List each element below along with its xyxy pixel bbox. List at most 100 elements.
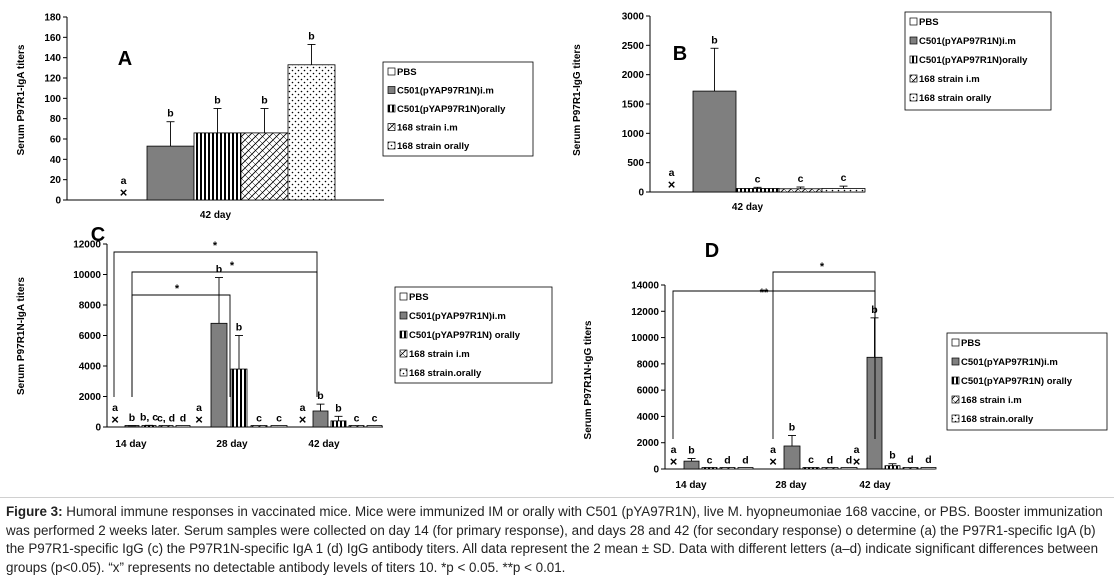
- bar: [175, 425, 191, 428]
- bar: [240, 132, 289, 201]
- bar: [330, 420, 347, 428]
- legend-entry: PBS: [409, 292, 429, 303]
- significance-letter: b, c: [140, 411, 158, 423]
- y-tick-label: 80: [50, 114, 62, 125]
- significance-letter: b: [889, 450, 895, 462]
- bar: [312, 410, 329, 428]
- significance-letter: b: [335, 402, 341, 414]
- significance-letter: c: [808, 454, 814, 466]
- bar: [778, 188, 823, 193]
- y-axis-label: Serum P97R1N-IgA titers: [16, 277, 27, 395]
- legend-entry: 168 strain.orally: [409, 368, 482, 379]
- bar: [366, 425, 383, 428]
- x-category-label: 28 day: [216, 439, 248, 450]
- y-tick-label: 12000: [73, 240, 101, 251]
- legend-entry: 168 strain orally: [397, 141, 470, 152]
- significance-letter: a: [112, 402, 118, 414]
- significance-letter: c: [841, 172, 847, 184]
- panel-label: A: [118, 48, 132, 70]
- y-tick-label: 0: [638, 188, 644, 199]
- significance-letter: c, d: [157, 413, 175, 425]
- legend-swatch: [387, 67, 396, 76]
- bar: [193, 132, 242, 201]
- legend-swatch: [399, 349, 408, 358]
- legend-swatch: [387, 141, 396, 150]
- legend-swatch: [951, 338, 960, 347]
- significance-letter: c: [707, 454, 713, 466]
- significance-letter: b: [789, 421, 795, 433]
- bar: [902, 467, 919, 470]
- significance-letter: d: [925, 454, 931, 466]
- significance-letter: c: [798, 173, 804, 185]
- significance-letter: a: [770, 444, 776, 456]
- figure-3: 0 20 40 60 80 100 120 140 160 180 Serum P97R1-IgA …: [16, 12, 1108, 491]
- bar: [719, 467, 736, 470]
- significance-letter: d: [742, 455, 748, 467]
- legend-entry: C501(pYAP97R1N)orally: [397, 104, 506, 115]
- legend-box: [382, 61, 534, 157]
- y-tick-label: 2000: [637, 438, 660, 449]
- bar: [737, 467, 754, 470]
- significance-letter: c: [354, 413, 360, 425]
- legend-swatch: [909, 55, 918, 64]
- legend-entry: C501(pYAP97R1N)i.m: [409, 311, 506, 322]
- legend-entry: PBS: [397, 67, 417, 78]
- y-tick-label: 140: [44, 53, 61, 64]
- legend-swatch: [387, 123, 396, 131]
- no-detect-mark: ×: [111, 412, 119, 427]
- significance-letter: d: [827, 455, 833, 467]
- x-category-label: 42 day: [308, 439, 340, 450]
- legend-box: [394, 286, 553, 384]
- y-tick-label: 12000: [631, 307, 659, 318]
- significance-letter: c: [276, 413, 282, 425]
- significance-letter: d: [907, 454, 913, 466]
- x-category-label: 42 day: [859, 480, 891, 491]
- panel-label: C: [91, 224, 105, 246]
- y-tick-label: 20: [50, 175, 62, 186]
- legend-entry: C501(pYAP97R1N)i.m: [961, 357, 1058, 368]
- significance-letter: b: [167, 108, 173, 120]
- legend-entry: C501(pYAP97R1N) orally: [409, 330, 521, 341]
- no-detect-mark: ×: [670, 454, 678, 469]
- significance-letter: a: [121, 175, 127, 187]
- x-category-label: 42 day: [200, 210, 232, 221]
- significance-letter: b: [261, 95, 267, 107]
- significance-letter: b: [871, 304, 877, 316]
- y-tick-label: 180: [44, 13, 61, 24]
- bar: [802, 467, 820, 470]
- legend-swatch: [951, 395, 960, 404]
- legend-entry: 168 strain i.m: [919, 74, 980, 85]
- legend-swatch: [909, 93, 918, 102]
- y-tick-label: 8000: [79, 301, 102, 312]
- figure-caption: Figure 3: Humoral immune responses in va…: [6, 503, 1108, 577]
- legend-swatch: [399, 292, 408, 301]
- bar: [348, 425, 365, 428]
- significance-letter: a: [671, 444, 677, 456]
- bar: [210, 322, 228, 428]
- bar: [821, 467, 839, 470]
- significance-letter: b: [129, 412, 135, 424]
- y-tick-label: 1000: [622, 129, 645, 140]
- y-tick-label: 0: [653, 465, 659, 476]
- caption-divider: [0, 497, 1114, 498]
- x-category-label: 14 day: [115, 439, 147, 450]
- legend-swatch: [387, 86, 396, 94]
- significance-letter: c: [372, 413, 378, 425]
- bar: [821, 188, 866, 193]
- significance-letter: a: [196, 402, 202, 414]
- y-tick-label: 0: [95, 423, 101, 434]
- legend-entry: 168 strain.orally: [961, 414, 1034, 425]
- legend-entry: 168 strain i.m: [397, 123, 458, 134]
- y-tick-label: 60: [50, 135, 62, 146]
- significance-star: *: [213, 240, 218, 252]
- y-tick-label: 3000: [622, 12, 645, 23]
- y-tick-label: 40: [50, 155, 62, 166]
- y-axis-label: Serum P97R1N-IgG titers: [583, 320, 594, 439]
- legend-swatch: [909, 74, 918, 83]
- chart-panel-c: 0 2000 4000 6000 8000 10000 12000 Serum P97R1N-…: [16, 224, 553, 450]
- significance-letter: c: [755, 173, 761, 185]
- y-tick-label: 120: [44, 74, 61, 85]
- caption-label: Figure 3:: [6, 504, 63, 519]
- significance-bracket: [672, 290, 876, 439]
- caption-text: Humoral immune responses in vaccinated m…: [6, 504, 1103, 575]
